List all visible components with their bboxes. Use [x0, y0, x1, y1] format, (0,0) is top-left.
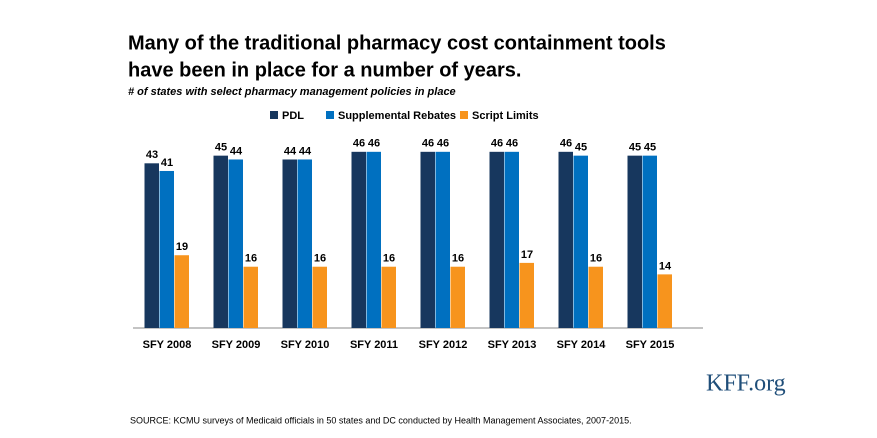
data-label: 45 [629, 142, 641, 154]
bar [657, 274, 672, 328]
data-label: 19 [176, 241, 188, 253]
data-label: 44 [230, 145, 243, 157]
source-note: SOURCE: KCMU surveys of Medicaid officia… [130, 415, 632, 425]
data-label: 44 [299, 145, 312, 157]
bar [174, 255, 189, 328]
chart-title: have been in place for a number of years… [128, 59, 521, 81]
bar [282, 159, 297, 328]
x-tick-label: SFY 2015 [625, 339, 675, 351]
bar [213, 155, 228, 328]
x-tick-label: SFY 2009 [211, 339, 261, 351]
legend-label: PDL [282, 110, 304, 122]
bar [627, 155, 642, 328]
bar [144, 163, 159, 328]
legend-label: Script Limits [472, 110, 539, 122]
chart-subtitle: # of states with select pharmacy managem… [128, 86, 456, 98]
data-label: 17 [521, 249, 533, 261]
bar [558, 151, 573, 328]
bar [312, 266, 327, 328]
legend-swatch [270, 111, 278, 119]
bar [504, 151, 519, 328]
bar [159, 170, 174, 328]
data-label: 45 [215, 142, 227, 154]
data-label: 44 [284, 145, 297, 157]
data-label: 45 [575, 142, 587, 154]
data-label: 46 [437, 138, 449, 150]
data-label: 45 [644, 142, 656, 154]
bar [519, 262, 534, 328]
bar [228, 159, 243, 328]
data-label: 46 [506, 138, 518, 150]
data-label: 46 [353, 138, 365, 150]
data-label: 46 [422, 138, 434, 150]
bar [573, 155, 588, 328]
x-tick-label: SFY 2010 [280, 339, 330, 351]
data-label: 46 [491, 138, 503, 150]
x-tick-label: SFY 2011 [349, 339, 399, 351]
chart-title: Many of the traditional pharmacy cost co… [128, 32, 666, 54]
legend-swatch [460, 111, 468, 119]
legend-swatch [326, 111, 334, 119]
x-tick-label: SFY 2012 [418, 339, 468, 351]
bar [297, 159, 312, 328]
bar [420, 151, 435, 328]
data-label: 16 [452, 253, 464, 265]
x-tick-label: SFY 2014 [556, 339, 606, 351]
bar [351, 151, 366, 328]
bar [366, 151, 381, 328]
data-label: 43 [146, 149, 158, 161]
data-label: 16 [314, 253, 326, 265]
data-label: 14 [659, 260, 672, 272]
data-label: 46 [560, 138, 572, 150]
bar [489, 151, 504, 328]
x-tick-label: SFY 2008 [142, 339, 192, 351]
bar [381, 266, 396, 328]
x-tick-label: SFY 2013 [487, 339, 537, 351]
data-label: 16 [590, 253, 602, 265]
data-label: 16 [245, 253, 257, 265]
bar [435, 151, 450, 328]
bar [243, 266, 258, 328]
bar [588, 266, 603, 328]
legend-label: Supplemental Rebates [338, 110, 456, 122]
logo: KFF.org [706, 371, 786, 397]
bar [450, 266, 465, 328]
bar [642, 155, 657, 328]
data-label: 46 [368, 138, 380, 150]
data-label: 16 [383, 253, 395, 265]
data-label: 41 [161, 157, 173, 169]
